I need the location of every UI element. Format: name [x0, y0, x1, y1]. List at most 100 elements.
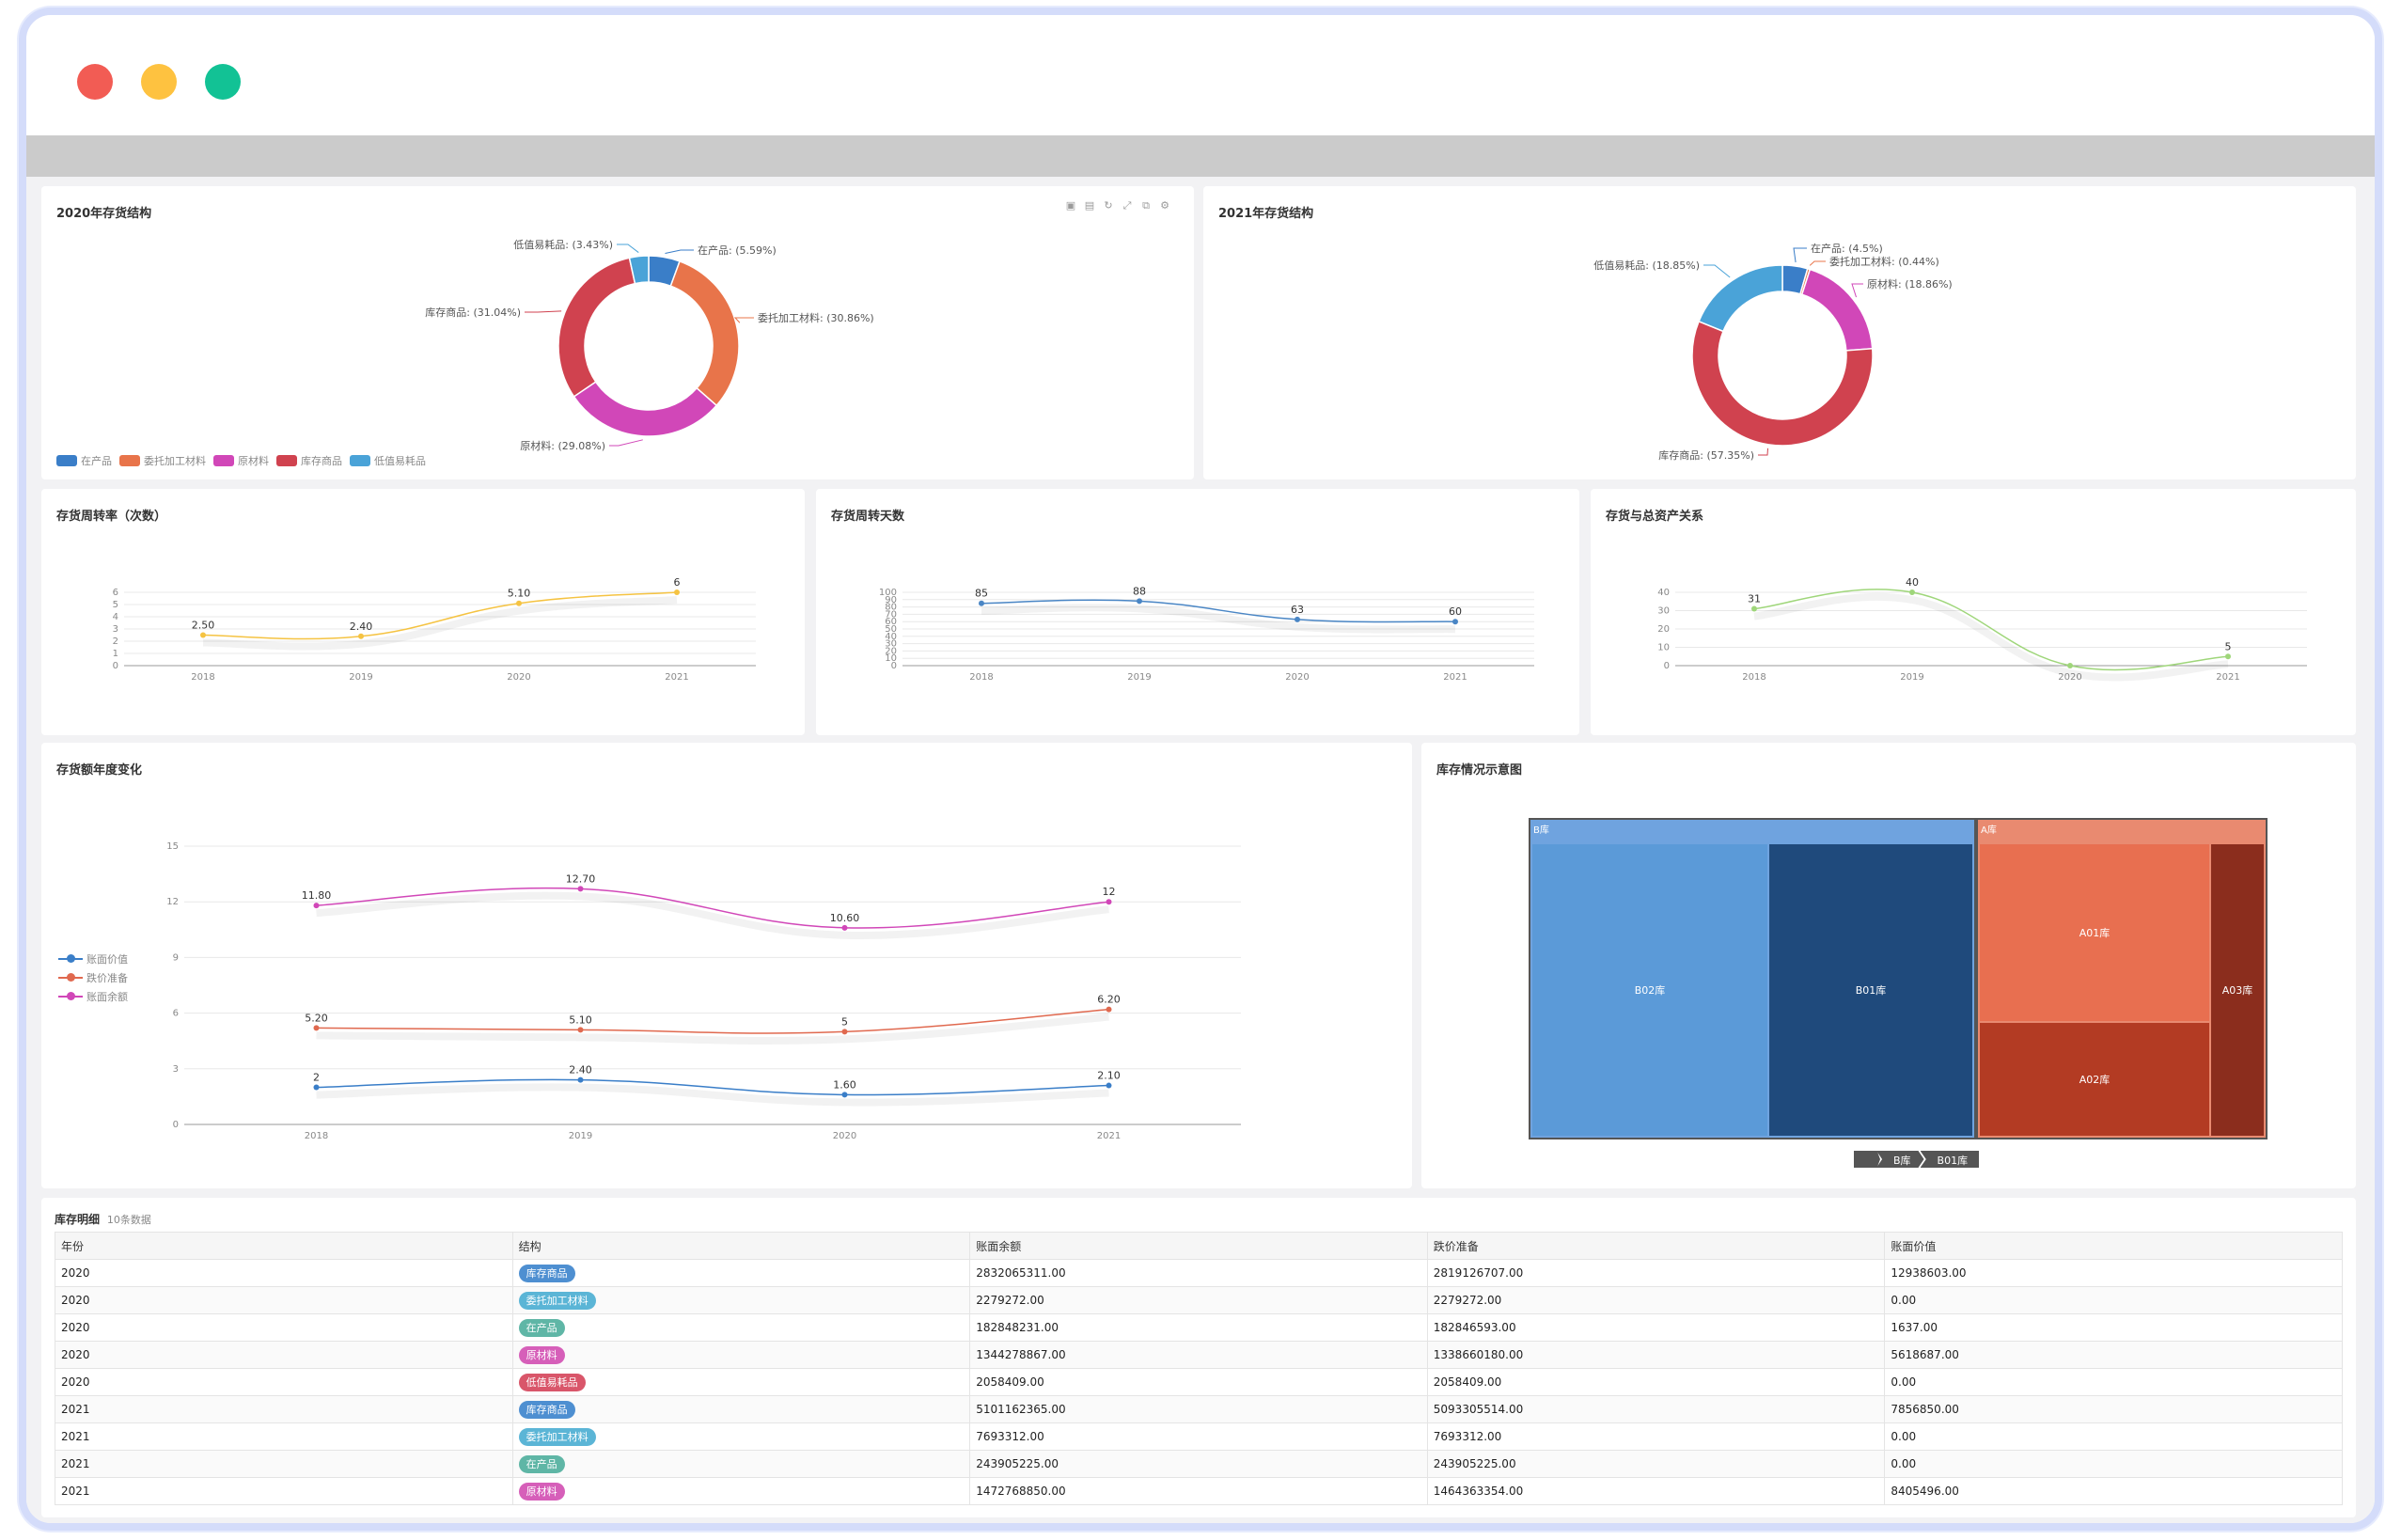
data-point[interactable]	[1106, 1082, 1112, 1089]
column-header[interactable]: 年份	[55, 1232, 513, 1260]
y-tick-label: 40	[1657, 588, 1670, 598]
data-point[interactable]	[1751, 605, 1757, 612]
legend-label: 库存商品	[301, 455, 342, 467]
pie-label-line	[617, 244, 639, 253]
pie-label-line	[1703, 264, 1731, 278]
data-point[interactable]	[1452, 619, 1458, 625]
copy-icon[interactable]: ⧉	[1142, 199, 1150, 212]
series-line[interactable]	[202, 591, 678, 640]
legend-item[interactable]: 原材料	[213, 453, 269, 468]
pie-label: 低值易耗品: (18.85%)	[1593, 259, 1700, 272]
table-cell: 2020	[55, 1313, 513, 1342]
legend-swatch	[56, 455, 77, 466]
table-row[interactable]: 2021 库存商品 5101162365.00 5093305514.00 785685…	[55, 1395, 2343, 1423]
legend-label: 在产品	[81, 455, 112, 467]
data-point[interactable]	[841, 1029, 848, 1035]
data-point[interactable]	[674, 589, 680, 595]
table-row[interactable]: 2020 委托加工材料 2279272.00 2279272.00 0.00	[55, 1286, 2343, 1314]
breadcrumb-b01[interactable]: B01库	[1920, 1151, 1980, 1168]
pie-label-line	[733, 317, 754, 323]
breadcrumb-root[interactable]	[1854, 1151, 1880, 1168]
treemap-leaf-a03[interactable]: A03库	[2211, 844, 2264, 1136]
pie-slice-1[interactable]	[669, 259, 740, 407]
yearly-change-legend: 账面价值 跌价准备 账面余额	[58, 950, 128, 1006]
table-cell: 2021	[55, 1395, 513, 1423]
fullscreen-icon[interactable]: ⤢	[1122, 199, 1132, 212]
table-row[interactable]: 2021 委托加工材料 7693312.00 7693312.00 0.00	[55, 1422, 2343, 1451]
legend-item[interactable]: 库存商品	[276, 453, 342, 468]
inventory-detail-panel: 库存明细 10条数据 年份 结构 账面余额 跌价准备 账面价值 2020 库存商品 2832…	[41, 1198, 2356, 1517]
column-header[interactable]: 跌价准备	[1426, 1232, 1886, 1260]
data-point[interactable]	[2225, 653, 2231, 660]
treemap-leaf-b02[interactable]: B02库	[1532, 844, 1767, 1136]
restore-icon[interactable]: ↻	[1104, 199, 1113, 212]
legend-item[interactable]: 委托加工材料	[119, 453, 206, 468]
column-header[interactable]: 结构	[511, 1232, 971, 1260]
data-label: 40	[1906, 576, 1919, 589]
series-line[interactable]	[316, 1008, 1109, 1034]
data-label: 5.20	[305, 1012, 328, 1024]
legend-item[interactable]: 低值易耗品	[350, 453, 426, 468]
data-point[interactable]	[1106, 899, 1112, 905]
data-point[interactable]	[358, 633, 364, 639]
pie-slice-4[interactable]	[628, 255, 650, 285]
data-point[interactable]	[313, 1084, 320, 1091]
data-point[interactable]	[577, 1076, 584, 1083]
pie-slice-4[interactable]	[1698, 264, 1783, 333]
legend-item[interactable]: 账面余额	[58, 987, 128, 1006]
table-row[interactable]: 2020 库存商品 2832065311.00 2819126707.00 129386…	[55, 1259, 2343, 1287]
data-point[interactable]	[200, 632, 206, 638]
data-point[interactable]	[841, 1092, 848, 1098]
pie-slice-3[interactable]	[1691, 320, 1874, 447]
table-cell: 182846593.00	[1426, 1313, 1886, 1342]
treemap-leaf-a02[interactable]: A02库	[1980, 1023, 2209, 1136]
table-row[interactable]: 2021 在产品 243905225.00 243905225.00 0.00	[55, 1450, 2343, 1478]
breadcrumb-b[interactable]: B库	[1876, 1151, 1924, 1168]
data-point[interactable]	[313, 1025, 320, 1031]
maximize-window-button[interactable]	[205, 64, 241, 100]
table-row[interactable]: 2020 在产品 182848231.00 182846593.00 1637.00	[55, 1313, 2343, 1342]
table-row[interactable]: 2021 原材料 1472768850.00 1464363354.00 8405496…	[55, 1477, 2343, 1505]
table-cell: 0.00	[1884, 1286, 2343, 1314]
data-point[interactable]	[1106, 1006, 1112, 1013]
data-view-icon[interactable]: ▤	[1084, 199, 1095, 212]
data-point[interactable]	[1295, 616, 1300, 622]
pie-2021-panel: 2021年存货结构 在产品: (4.5%) 委托加工材料: (0.44%) 原材料:…	[1203, 186, 2356, 479]
treemap-group-b[interactable]: B库 B02库 B01库	[1530, 820, 1974, 1138]
pie-slice-2[interactable]	[1800, 268, 1874, 352]
pie-slice-3[interactable]	[557, 257, 636, 398]
data-point[interactable]	[577, 1027, 584, 1033]
series-line[interactable]	[316, 887, 1109, 929]
minimize-window-button[interactable]	[141, 64, 177, 100]
legend-item[interactable]: 在产品	[56, 453, 112, 468]
series-line[interactable]	[1753, 589, 2229, 671]
data-point[interactable]	[577, 886, 584, 892]
data-point[interactable]	[516, 600, 522, 606]
data-point[interactable]	[1909, 589, 1915, 595]
legend-item[interactable]: 账面价值	[58, 950, 128, 968]
data-point[interactable]	[313, 903, 320, 909]
treemap-group-a[interactable]: A库 A01库 A02库 A03库	[1978, 820, 2266, 1138]
treemap-leaf-b01[interactable]: B01库	[1769, 844, 1972, 1136]
save-image-icon[interactable]: ▣	[1065, 199, 1076, 212]
data-label: 88	[1133, 585, 1146, 597]
column-header[interactable]: 账面价值	[1884, 1232, 2343, 1260]
panel-title: 存货额年度变化	[56, 763, 143, 778]
settings-icon[interactable]: ⚙	[1160, 199, 1169, 212]
data-point[interactable]	[2067, 663, 2073, 668]
pie-slice-2[interactable]	[573, 381, 718, 437]
data-point[interactable]	[979, 600, 984, 606]
data-point[interactable]	[841, 924, 848, 931]
series-line[interactable]	[316, 1078, 1109, 1096]
close-window-button[interactable]	[77, 64, 113, 100]
table-row[interactable]: 2020 低值易耗品 2058409.00 2058409.00 0.00	[55, 1368, 2343, 1396]
data-point[interactable]	[1137, 598, 1142, 605]
legend-item[interactable]: 跌价准备	[58, 968, 128, 987]
treemap-leaf-a01[interactable]: A01库	[1980, 844, 2209, 1021]
column-header[interactable]: 账面余额	[969, 1232, 1428, 1260]
y-tick-label: 30	[885, 639, 897, 650]
legend-label: 原材料	[238, 455, 269, 467]
series-line[interactable]	[981, 599, 1456, 623]
table-row[interactable]: 2020 原材料 1344278867.00 1338660180.00 5618687…	[55, 1341, 2343, 1369]
x-tick-label: 2018	[1742, 672, 1765, 683]
